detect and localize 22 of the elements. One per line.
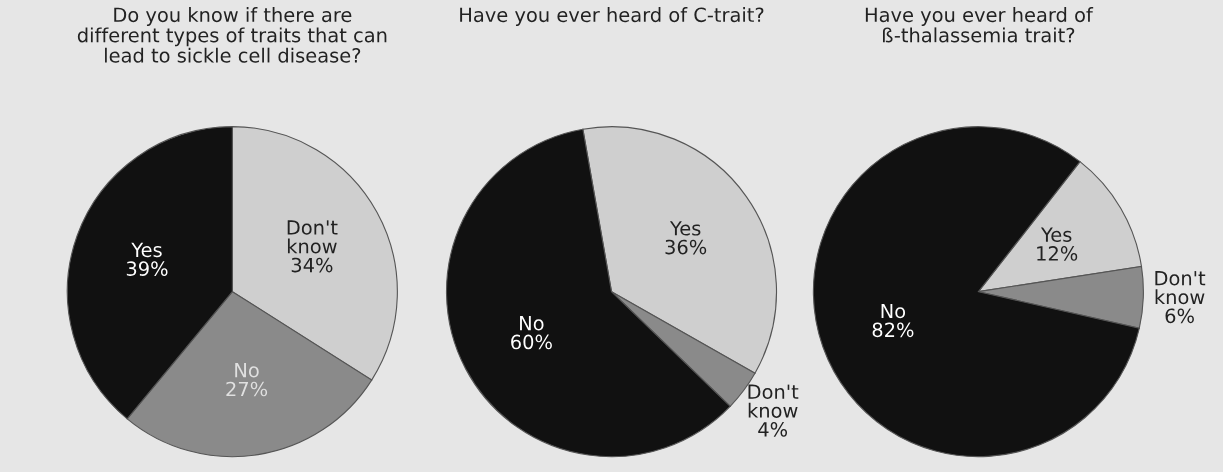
data-label: 12% (1037, 246, 1078, 261)
chart-title: Have you ever heard of C-trait? (460, 7, 764, 26)
data-label: 34% (291, 257, 333, 273)
data-label: 36% (665, 239, 707, 255)
slice-label: Don't know (748, 384, 799, 418)
chart-title: Have you ever heard of ß-thalassemia trait? (865, 7, 1094, 43)
data-label: 27% (226, 381, 268, 397)
slice-label: Yes (669, 221, 701, 236)
slice-label: Don't know (1155, 271, 1206, 305)
slice-label: No (881, 303, 906, 319)
data-label: 6% (1165, 308, 1194, 324)
chart-title: Do you know if there are different types of traits that can lead to sickle cell disease? (77, 7, 387, 63)
pie-slice (812, 126, 1140, 458)
data-label: 39% (126, 261, 168, 276)
slice-label: Don't know (287, 220, 338, 254)
slice-label: Yes (1040, 227, 1072, 242)
data-label: 4% (758, 422, 788, 437)
slice-label: No (520, 316, 544, 331)
data-label: 60% (511, 334, 552, 350)
slice-label: Yes (131, 242, 162, 258)
slice-label: No (235, 363, 259, 378)
data-label: 82% (872, 322, 914, 338)
